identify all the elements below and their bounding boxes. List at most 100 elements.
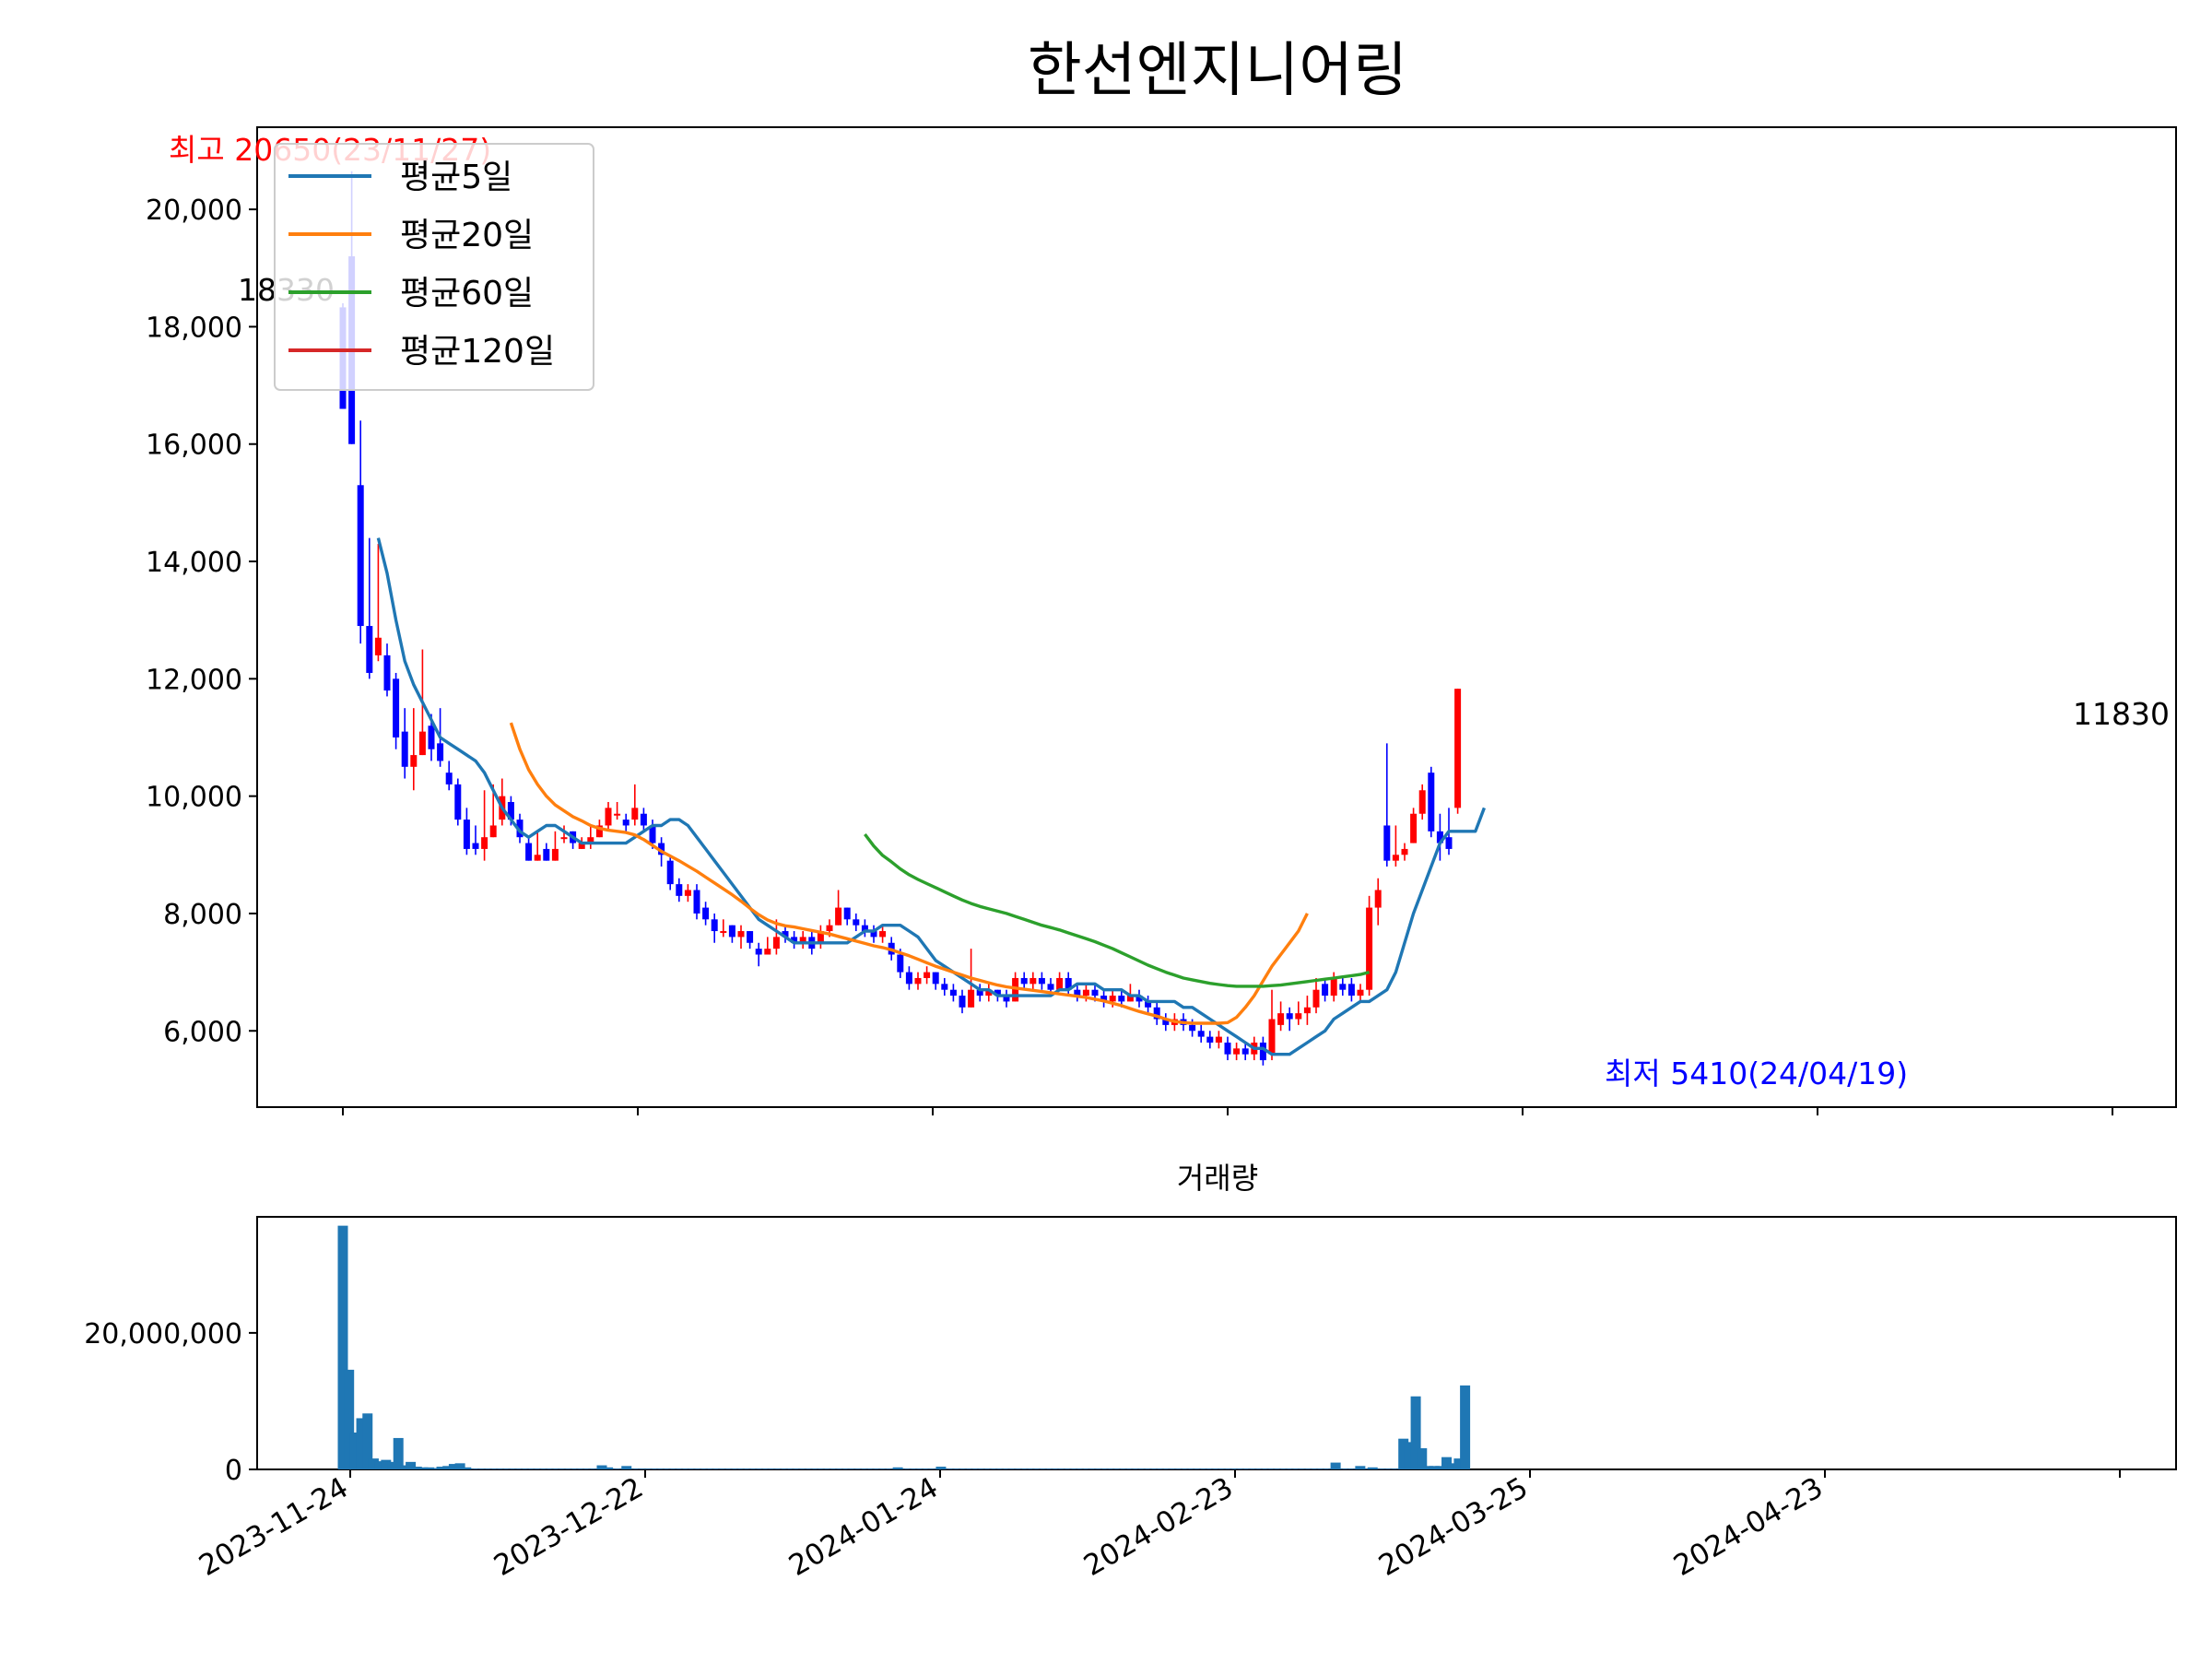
candle-body [543,848,550,861]
volume-bar [1441,1457,1453,1469]
volume-bar [775,1468,786,1469]
candle-body [1268,1019,1276,1055]
price-y-tick-label: 14,000 [146,547,242,579]
volume-bar [1300,1468,1311,1469]
volume-bar [1194,1468,1206,1469]
volume-bar [1151,1468,1162,1469]
volume-bar [1238,1468,1249,1469]
volume-bar [1385,1468,1396,1469]
volume-bar [1380,1468,1391,1469]
volume-bar [1077,1468,1088,1469]
candle-body [1056,977,1064,990]
candle-body [428,725,435,749]
candle-body [481,837,488,849]
volume-bar [1318,1468,1329,1469]
volume-bar [652,1468,663,1469]
volume-bar [627,1468,638,1469]
volume-bar [1460,1385,1471,1469]
volume-bar [566,1468,577,1469]
volume-bar [1201,1468,1212,1469]
volume-bar [1367,1467,1378,1469]
candle-body [1038,977,1045,985]
volume-bar [1084,1468,1095,1469]
volume-bar [787,1468,798,1469]
volume-bar [1312,1468,1323,1469]
candle-body [631,808,639,820]
candle-body [374,637,382,655]
candle-body [454,784,462,820]
candle-body [1374,890,1382,908]
candle-body [861,925,868,932]
candle-body [1383,825,1391,861]
volume-bar [1139,1468,1150,1469]
volume-panel-title: 거래량 [1177,1161,1258,1196]
candle-body [1215,1036,1222,1043]
volume-bar [966,1468,977,1469]
volume-bar [782,1468,793,1469]
volume-y-tick-label: 20,000,000 [84,1318,242,1350]
candle-body [1303,1007,1311,1014]
candle-body [516,820,524,838]
volume-bar [461,1467,472,1469]
price-y-tick-label: 10,000 [146,782,242,814]
volume-bar [658,1468,669,1469]
candle-body [791,937,798,943]
candle-body [393,678,400,737]
volume-bar [1158,1468,1169,1469]
candle-body [976,989,983,997]
candle-body [1410,813,1418,843]
volume-bar [356,1418,367,1469]
volume-bar [608,1468,619,1469]
x-tick-label: 2024-02-23 [1078,1471,1239,1583]
volume-bar [1114,1468,1125,1469]
volume-bar [491,1468,502,1469]
volume-bar [1361,1468,1372,1469]
volume-bar [1287,1468,1298,1469]
volume-bar [1342,1468,1353,1469]
candle-body [1091,989,1099,997]
candle-body [835,907,842,926]
volume-bar [1182,1468,1194,1469]
volume-bar [745,1468,756,1469]
volume-bar [1053,1468,1064,1469]
low-annotation: 최저 5410(24/04/19) [1605,1056,1908,1091]
volume-bar [621,1466,632,1469]
candle-body [1065,977,1072,990]
volume-bar [448,1464,459,1469]
volume-bar [646,1468,657,1469]
candle-body [622,820,629,826]
volume-bar [947,1468,959,1469]
candle-body [1454,689,1462,808]
candle-body [1366,907,1373,990]
volume-bar [1059,1468,1070,1469]
volume-bar [867,1468,878,1469]
volume-bar [763,1468,774,1469]
volume-bar [1348,1468,1359,1469]
volume-bar [750,1468,761,1469]
volume-bar [473,1468,484,1469]
volume-bar [1398,1438,1409,1469]
candle-body [1357,989,1364,997]
volume-bar [1206,1468,1218,1469]
candle-body [897,954,904,973]
candle-body [1074,989,1081,997]
x-tick-label: 2023-12-22 [488,1471,649,1583]
moving-average-line [376,537,1486,1056]
candle-body [720,931,727,934]
volume-bar [368,1458,379,1469]
volume-bar [924,1468,935,1469]
volume-bar [713,1468,724,1469]
volume-bar [911,1468,922,1469]
volume-y-tick-label: 0 [225,1455,242,1487]
volume-bar [1305,1468,1316,1469]
volume-bar [917,1468,928,1469]
volume-bar [1250,1468,1261,1469]
volume-bar [362,1413,373,1469]
candle-body [799,937,806,943]
legend-label: 평균60일 [400,275,534,313]
volume-bar [1429,1466,1440,1469]
volume-bar [424,1467,435,1469]
volume-bar [1170,1468,1181,1469]
